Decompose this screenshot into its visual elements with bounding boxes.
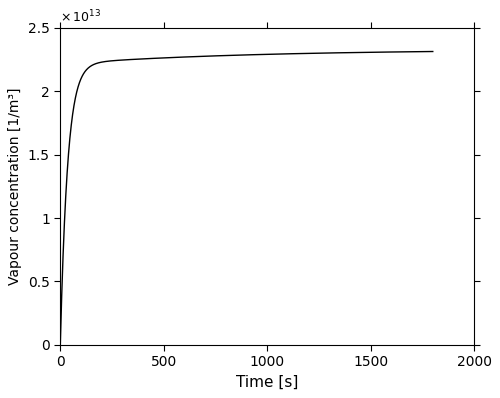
- X-axis label: Time [s]: Time [s]: [236, 375, 298, 390]
- Text: $\times\,10^{13}$: $\times\,10^{13}$: [60, 8, 102, 25]
- Y-axis label: Vapour concentration [1/m³]: Vapour concentration [1/m³]: [8, 88, 22, 285]
